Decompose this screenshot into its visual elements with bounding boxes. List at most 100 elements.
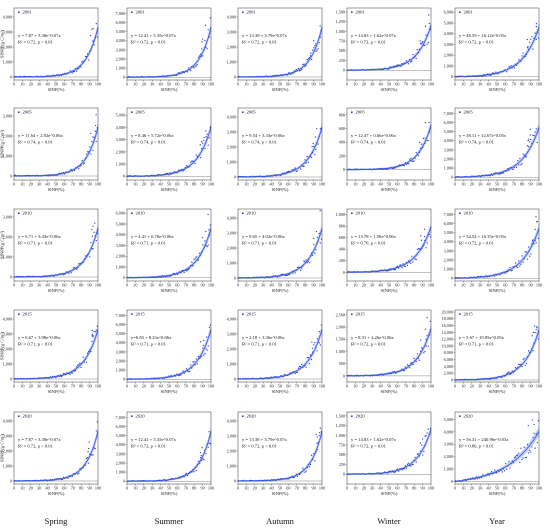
x-tick-label: 10 — [353, 384, 357, 389]
data-point — [78, 67, 80, 69]
y-tick-label: 1,000 — [116, 368, 125, 374]
data-point — [386, 270, 388, 272]
data-point — [535, 326, 538, 328]
data-point — [319, 128, 321, 130]
x-tick-label: 60 — [62, 384, 66, 389]
y-tick-label: 0 — [234, 174, 236, 179]
data-point — [286, 74, 289, 76]
x-tick-label: 0 — [346, 486, 348, 491]
x-tick-label: 30 — [478, 82, 482, 87]
y-tick-label: 1,000 — [227, 260, 236, 266]
data-point — [503, 470, 506, 472]
data-point — [85, 361, 88, 363]
fit-equation: y = 2.18 + 3.36e^0.06x — [242, 335, 285, 340]
y-tick-label: 3,000 — [227, 29, 236, 35]
x-tick-label: 20 — [253, 486, 257, 491]
confidence-band — [238, 426, 322, 482]
data-point — [410, 157, 412, 159]
data-point — [513, 67, 516, 69]
data-point — [410, 362, 412, 365]
x-tick-label: 70 — [295, 283, 299, 288]
y-tick-label: 6,000 — [444, 10, 453, 16]
data-point — [193, 471, 195, 473]
confidence-band — [14, 22, 98, 78]
data-point — [202, 458, 204, 460]
data-point — [318, 434, 320, 437]
data-point — [511, 370, 513, 372]
data-point — [517, 366, 519, 368]
data-point — [199, 144, 201, 146]
data-point — [417, 247, 420, 250]
plot-frame — [126, 107, 212, 181]
confidence-band — [455, 426, 539, 483]
data-point — [520, 263, 522, 265]
data-point — [207, 213, 209, 216]
data-point — [406, 264, 409, 267]
data-point — [205, 230, 207, 233]
data-point — [280, 174, 282, 177]
x-tick-label: 0 — [237, 283, 239, 288]
data-point — [69, 70, 71, 72]
data-point — [416, 248, 418, 251]
x-tick-label: 70 — [404, 486, 408, 491]
data-point — [412, 160, 414, 163]
x-tick-label: 90 — [88, 486, 92, 491]
x-axis-label: SINP(%) — [489, 389, 506, 394]
x-tick-label: 40 — [379, 384, 383, 389]
panel-2020-1: 0 1,000 2,000 3,000 4,000 0 10 20 30 40 50 60 70 80 90… — [0, 411, 101, 496]
data-point — [80, 66, 82, 68]
x-tick-label: 40 — [270, 486, 274, 491]
x-tick-label: 20 — [29, 486, 33, 491]
data-point — [88, 462, 90, 464]
fit-curve — [454, 27, 540, 78]
legend-marker — [242, 212, 244, 214]
data-point — [529, 41, 531, 43]
x-tick-label: 0 — [454, 82, 456, 87]
data-point — [92, 454, 94, 456]
data-point — [531, 335, 533, 337]
data-point — [316, 49, 318, 51]
y-tick-label: 4,000 — [444, 364, 453, 370]
data-point — [508, 66, 510, 68]
y-tick-label: 4,000 — [227, 114, 236, 120]
y-tick-label: 7,000 — [444, 212, 453, 218]
data-point — [424, 328, 427, 330]
data-point — [426, 316, 428, 319]
data-point — [509, 66, 511, 68]
data-point — [512, 168, 514, 170]
scatter-points — [13, 23, 99, 78]
data-point — [68, 272, 70, 275]
data-point — [391, 167, 393, 170]
legend-marker — [131, 415, 133, 417]
x-tick-label: 30 — [478, 486, 482, 491]
legend-label: 2010 — [136, 210, 146, 215]
y-tick-label: 7,000 — [116, 415, 125, 421]
fit-statistics: R² = 0.71, p < 0.01 — [242, 241, 278, 247]
fit-statistics: R² = 0.86, p < 0.01 — [459, 444, 495, 450]
data-point — [305, 366, 307, 368]
data-point — [514, 262, 517, 264]
y-tick-label: 1,000 — [116, 66, 125, 72]
x-tick-label: 100 — [95, 82, 101, 87]
fit-curve — [14, 27, 99, 78]
x-tick-label: 20 — [470, 283, 474, 288]
x-axis-label: SINP(%) — [272, 389, 289, 394]
data-point — [83, 361, 85, 363]
x-tick-label: 0 — [454, 283, 456, 288]
data-point — [414, 157, 416, 159]
scatter-points — [126, 17, 212, 78]
scatter-points — [346, 316, 432, 377]
fit-curve — [238, 431, 323, 482]
x-tick-label: 10 — [20, 486, 24, 491]
panel-2015-1: 0 1,000 2,000 3,000 4,000 0 10 20 30 40 50 60 70 80 90… — [0, 309, 101, 394]
fit-curve — [454, 127, 540, 178]
y-tick-label: 0 — [343, 68, 345, 73]
y-tick-label: 2,000 — [116, 460, 125, 466]
data-point — [86, 456, 89, 459]
fit-statistics: R² = 0.72, p < 0.01 — [242, 444, 278, 450]
plot-frame — [454, 309, 540, 383]
x-tick-label: 80 — [520, 384, 524, 389]
data-point — [288, 72, 290, 74]
y-tick-label: 2,000 — [116, 56, 125, 62]
data-point — [533, 134, 535, 137]
